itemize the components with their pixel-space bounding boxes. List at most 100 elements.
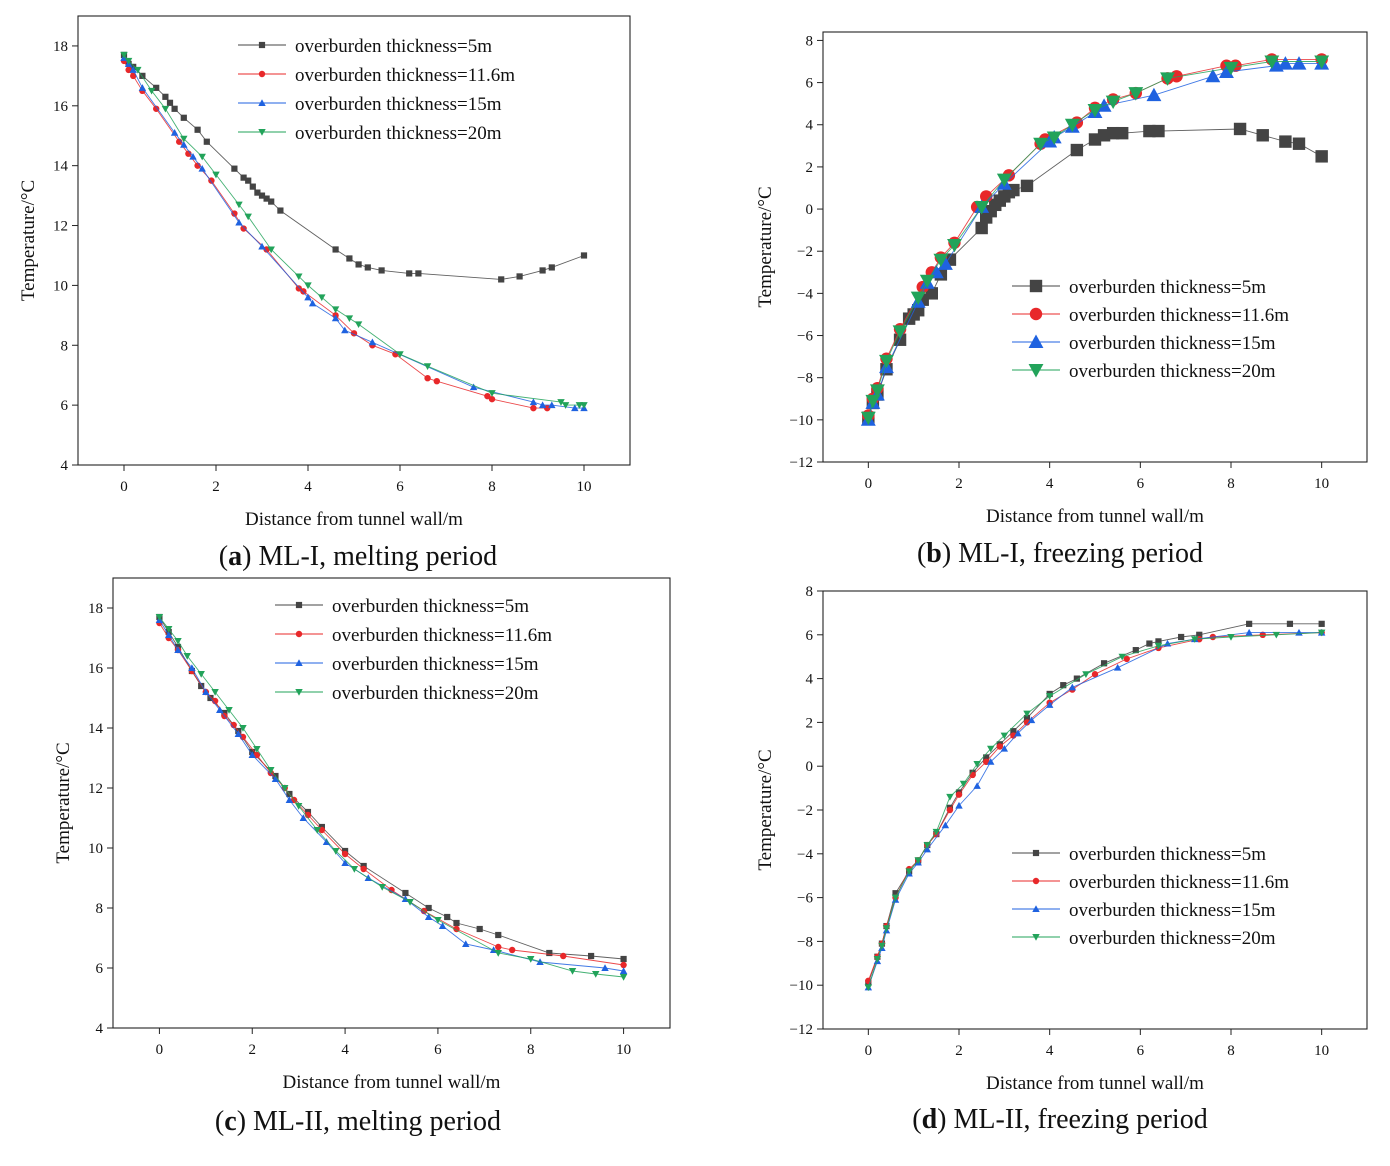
- data-point: [1118, 653, 1126, 661]
- data-point: [973, 782, 981, 789]
- data-point: [1292, 137, 1306, 150]
- data-point: [1023, 719, 1031, 726]
- data-point: [557, 399, 565, 406]
- legend-label: overburden thickness=15m: [1069, 333, 1276, 354]
- plot-frame: [822, 31, 1368, 463]
- data-point: [1068, 683, 1077, 691]
- y-tick-label: 6: [806, 628, 814, 644]
- data-point: [341, 326, 349, 334]
- legend-label: overburden thickness=5m: [295, 36, 492, 57]
- series-line: [123, 54, 584, 406]
- data-point: [508, 946, 516, 954]
- data-point: [341, 859, 349, 866]
- data-point: [932, 828, 941, 836]
- x-tick-label: 8: [1227, 1043, 1235, 1059]
- data-point: [332, 246, 339, 253]
- legend-label: overburden thickness=11.6m: [1069, 305, 1289, 326]
- x-tick-label: 2: [955, 476, 963, 492]
- y-tick-label: −2: [797, 244, 813, 260]
- data-point: [129, 66, 137, 73]
- data-point: [155, 614, 164, 621]
- data-point: [1105, 95, 1121, 109]
- legend-label: overburden thickness=20m: [1069, 361, 1276, 382]
- data-point: [277, 207, 284, 214]
- data-point: [1155, 638, 1162, 645]
- data-point: [139, 72, 146, 79]
- data-point: [975, 221, 988, 235]
- data-point: [561, 402, 570, 409]
- data-point: [244, 213, 252, 221]
- data-point: [345, 315, 354, 323]
- data-point: [332, 848, 340, 855]
- caption-text: ) ML-I, freezing period: [942, 538, 1203, 569]
- data-point: [1205, 68, 1221, 83]
- data-point: [341, 850, 349, 858]
- plot-frame: [77, 15, 631, 466]
- data-point: [946, 806, 954, 814]
- data-point: [580, 252, 588, 259]
- data-point: [925, 287, 938, 300]
- y-tick-label: 8: [806, 584, 814, 600]
- data-point: [235, 201, 243, 209]
- data-point: [955, 791, 963, 798]
- data-point: [258, 192, 266, 199]
- data-point: [892, 325, 908, 339]
- x-tick-label: 4: [304, 479, 312, 495]
- data-point: [495, 931, 502, 939]
- data-point: [873, 955, 882, 963]
- plot-frame: [112, 577, 671, 1029]
- data-point: [1196, 631, 1203, 638]
- data-point: [164, 631, 173, 638]
- data-point: [1223, 61, 1239, 76]
- y-tick-label: 10: [53, 278, 68, 294]
- data-point: [882, 925, 891, 932]
- legend: overburden thickness=5m overburden thickn…: [1012, 844, 1289, 949]
- data-point: [354, 321, 363, 329]
- panel-caption: (a) ML-I, melting period: [219, 541, 497, 572]
- data-point: [865, 394, 881, 409]
- data-point: [910, 291, 926, 306]
- data-point: [1073, 675, 1080, 682]
- y-tick-label: 6: [806, 76, 814, 92]
- data-point: [1227, 634, 1235, 641]
- data-point: [620, 955, 627, 963]
- legend-label: overburden thickness=11.6m: [332, 625, 552, 646]
- data-point: [299, 814, 308, 821]
- x-tick-label: 0: [865, 1043, 873, 1059]
- data-point: [180, 135, 188, 143]
- data-point: [1219, 64, 1234, 79]
- y-tick-label: −12: [790, 1022, 813, 1038]
- data-point: [253, 751, 261, 759]
- data-point: [996, 173, 1012, 187]
- data-point: [378, 884, 386, 891]
- data-point: [415, 270, 422, 277]
- y-tick-label: −8: [797, 934, 813, 950]
- data-point: [198, 164, 206, 172]
- data-point: [1045, 693, 1054, 700]
- data-point: [125, 66, 132, 74]
- x-axis-label: Distance from tunnel wall/m: [245, 509, 463, 530]
- data-point: [495, 943, 502, 951]
- y-tick-label: 14: [88, 721, 104, 737]
- data-point: [891, 894, 900, 902]
- data-point: [202, 688, 210, 695]
- data-point: [164, 626, 173, 633]
- data-point: [1146, 87, 1162, 102]
- y-axis-label: Temperature/°C: [53, 742, 74, 863]
- data-point: [438, 922, 447, 929]
- data-point: [987, 758, 995, 765]
- x-tick-label: 0: [156, 1042, 164, 1058]
- chart-panel-a: 0 2 4 6 8 10 4 6 8 10 12 14 16 18 Distance from tunnel…: [18, 15, 631, 572]
- data-point: [360, 865, 367, 873]
- data-point: [1023, 714, 1031, 722]
- y-tick-label: 16: [53, 99, 69, 115]
- data-point: [973, 761, 981, 768]
- data-point: [350, 866, 359, 873]
- data-point: [488, 395, 496, 403]
- y-tick-label: 12: [88, 781, 103, 797]
- x-tick-label: 0: [120, 479, 128, 495]
- legend-label: overburden thickness=15m: [295, 94, 502, 115]
- data-point: [249, 183, 256, 190]
- data-point: [1000, 744, 1009, 752]
